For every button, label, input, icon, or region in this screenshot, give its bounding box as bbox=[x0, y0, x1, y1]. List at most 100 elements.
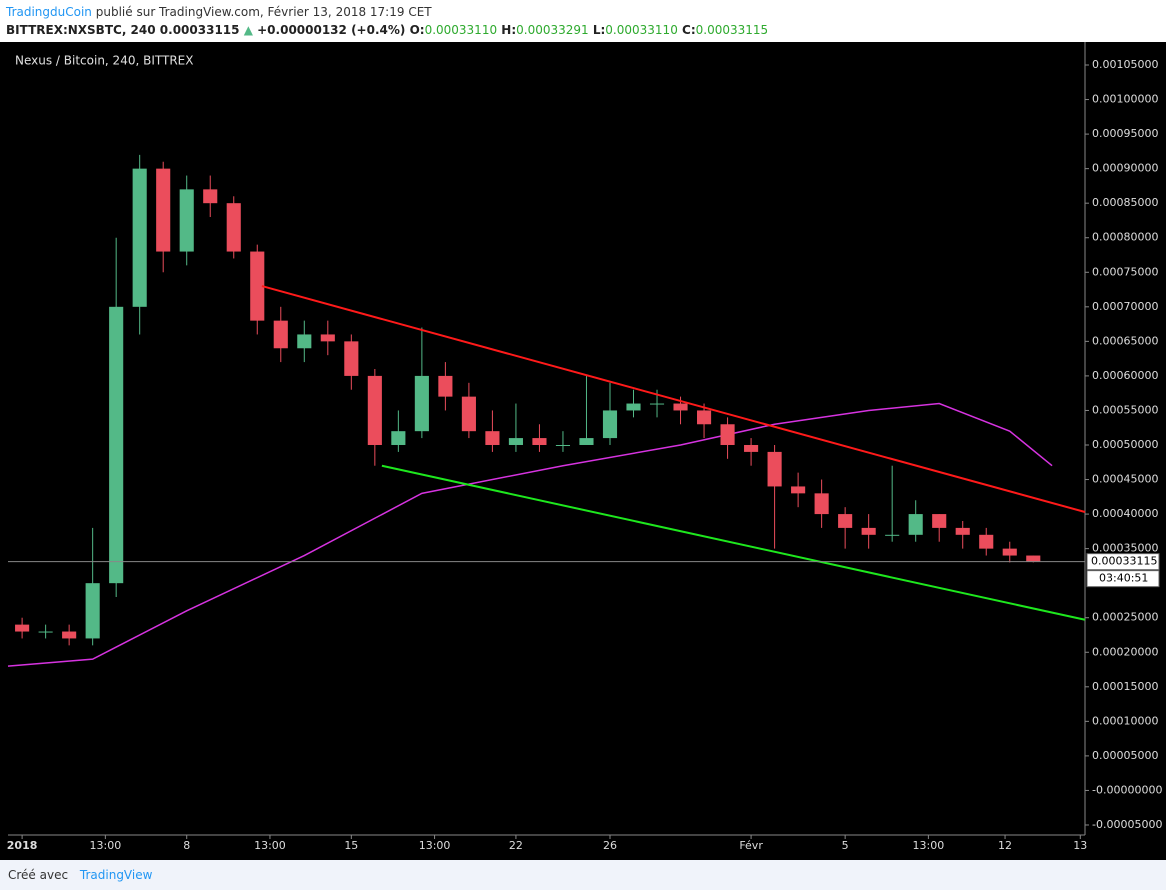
candle-body bbox=[461, 396, 476, 432]
x-tick-label: 15 bbox=[344, 839, 358, 852]
candle-body bbox=[626, 403, 641, 411]
candle-body bbox=[791, 486, 806, 494]
x-tick-label: 5 bbox=[842, 839, 849, 852]
x-tick-label: 26 bbox=[603, 839, 617, 852]
countdown: 03:40:51 bbox=[1099, 572, 1148, 585]
candle-body bbox=[132, 168, 147, 307]
y-tick-label: 0.00090000 bbox=[1092, 162, 1158, 175]
candle-body bbox=[273, 320, 288, 349]
y-tick-label: 0.00040000 bbox=[1092, 507, 1158, 520]
y-tick-label: -0.00000000 bbox=[1092, 783, 1162, 796]
change: +0.00000132 (+0.4%) bbox=[257, 23, 405, 37]
candle-body bbox=[438, 375, 453, 397]
y-tick-label: 0.00025000 bbox=[1092, 611, 1158, 624]
candle-body bbox=[179, 189, 194, 252]
y-tick-label: 0.00100000 bbox=[1092, 93, 1158, 106]
candle-body bbox=[508, 438, 523, 445]
candle-body bbox=[414, 375, 429, 432]
last: 0.00033115 bbox=[160, 23, 240, 37]
author[interactable]: TradingduCoin bbox=[5, 5, 92, 19]
candle-body bbox=[602, 410, 618, 439]
y-tick-label: 0.00060000 bbox=[1092, 369, 1158, 382]
arrow: ▲ bbox=[244, 23, 254, 37]
header-line: TradingduCoin publié sur TradingView.com… bbox=[5, 5, 432, 19]
candle-body bbox=[673, 403, 688, 411]
candle-body bbox=[767, 451, 782, 487]
c-label: C: bbox=[682, 23, 696, 37]
x-tick-label: 2018 bbox=[7, 839, 38, 852]
y-tick-label: 0.00015000 bbox=[1092, 680, 1158, 693]
l: 0.00033110 bbox=[605, 23, 678, 37]
candle-body bbox=[109, 306, 124, 584]
candle-body bbox=[485, 431, 500, 445]
candle-body bbox=[885, 534, 900, 536]
y-tick-label: -0.00005000 bbox=[1092, 818, 1162, 831]
moving-average bbox=[7, 402, 1053, 667]
candle-body bbox=[555, 444, 571, 446]
symbol: BITTREX:NXSBTC, 240 bbox=[6, 23, 156, 37]
candle-body bbox=[649, 403, 665, 405]
x-tick-label: 13:00 bbox=[90, 839, 122, 852]
candle-body bbox=[250, 251, 265, 321]
o-label: O: bbox=[410, 23, 425, 37]
y-tick-label: 0.00080000 bbox=[1092, 231, 1158, 244]
x-tick-label: 13 bbox=[1073, 839, 1087, 852]
x-tick-label: 13:00 bbox=[913, 839, 945, 852]
candle-body bbox=[579, 438, 594, 445]
quote-line: BITTREX:NXSBTC, 240 0.00033115 ▲ +0.0000… bbox=[6, 23, 768, 37]
brand[interactable]: TradingView bbox=[79, 868, 153, 882]
countdown-box bbox=[1086, 570, 1160, 588]
l-label: L: bbox=[593, 23, 605, 37]
candle-body bbox=[861, 527, 876, 535]
candle-body bbox=[367, 375, 382, 445]
candle-body bbox=[38, 631, 53, 633]
y-tick-label: 0.00055000 bbox=[1092, 403, 1158, 416]
legend: Nexus / Bitcoin, 240, BITTREX bbox=[15, 54, 193, 68]
candle-body bbox=[391, 431, 406, 445]
candle-body bbox=[62, 631, 77, 639]
y-tick-label: 0.00095000 bbox=[1092, 127, 1158, 140]
made-with: Créé avec bbox=[8, 868, 69, 882]
candle-body bbox=[1026, 555, 1041, 562]
header-bg bbox=[0, 0, 1166, 42]
o: 0.00033110 bbox=[425, 23, 498, 37]
trendline bbox=[381, 464, 1086, 621]
x-tick-label: 13:00 bbox=[419, 839, 451, 852]
candle-body bbox=[720, 424, 735, 445]
candle-body bbox=[320, 334, 335, 342]
candle-body bbox=[979, 534, 994, 549]
candle-body bbox=[226, 203, 241, 252]
candle-body bbox=[908, 514, 923, 535]
candle-body bbox=[696, 410, 712, 425]
candle-body bbox=[203, 189, 218, 204]
candle-body bbox=[955, 527, 970, 535]
candle-body bbox=[156, 168, 171, 252]
x-tick-label: 12 bbox=[998, 839, 1012, 852]
candle-body bbox=[744, 444, 759, 452]
y-tick-label: 0.00020000 bbox=[1092, 645, 1158, 658]
y-tick-label: 0.00010000 bbox=[1092, 714, 1158, 727]
x-tick-label: 13:00 bbox=[254, 839, 286, 852]
candle-body bbox=[814, 493, 829, 515]
h: 0.00033291 bbox=[516, 23, 589, 37]
candle-body bbox=[344, 341, 359, 376]
c: 0.00033115 bbox=[696, 23, 769, 37]
y-tick-label: 0.00035000 bbox=[1092, 542, 1158, 555]
candle-body bbox=[297, 334, 312, 349]
h-label: H: bbox=[501, 23, 516, 37]
candle-body bbox=[932, 514, 947, 528]
y-tick-label: 0.00085000 bbox=[1092, 196, 1158, 209]
candle-body bbox=[15, 624, 30, 632]
y-tick-label: 0.00045000 bbox=[1092, 473, 1158, 486]
price-box bbox=[1086, 553, 1160, 571]
candle-body bbox=[838, 514, 853, 528]
y-tick-label: 0.00065000 bbox=[1092, 334, 1158, 347]
y-tick-label: 0.00070000 bbox=[1092, 300, 1158, 313]
x-tick-label: Févr bbox=[739, 839, 763, 852]
trendline bbox=[261, 285, 1086, 513]
candle-body bbox=[532, 438, 547, 445]
x-tick-label: 22 bbox=[509, 839, 523, 852]
published: publié sur TradingView.com, Février 13, … bbox=[96, 5, 433, 19]
chart-bg bbox=[0, 42, 1166, 860]
